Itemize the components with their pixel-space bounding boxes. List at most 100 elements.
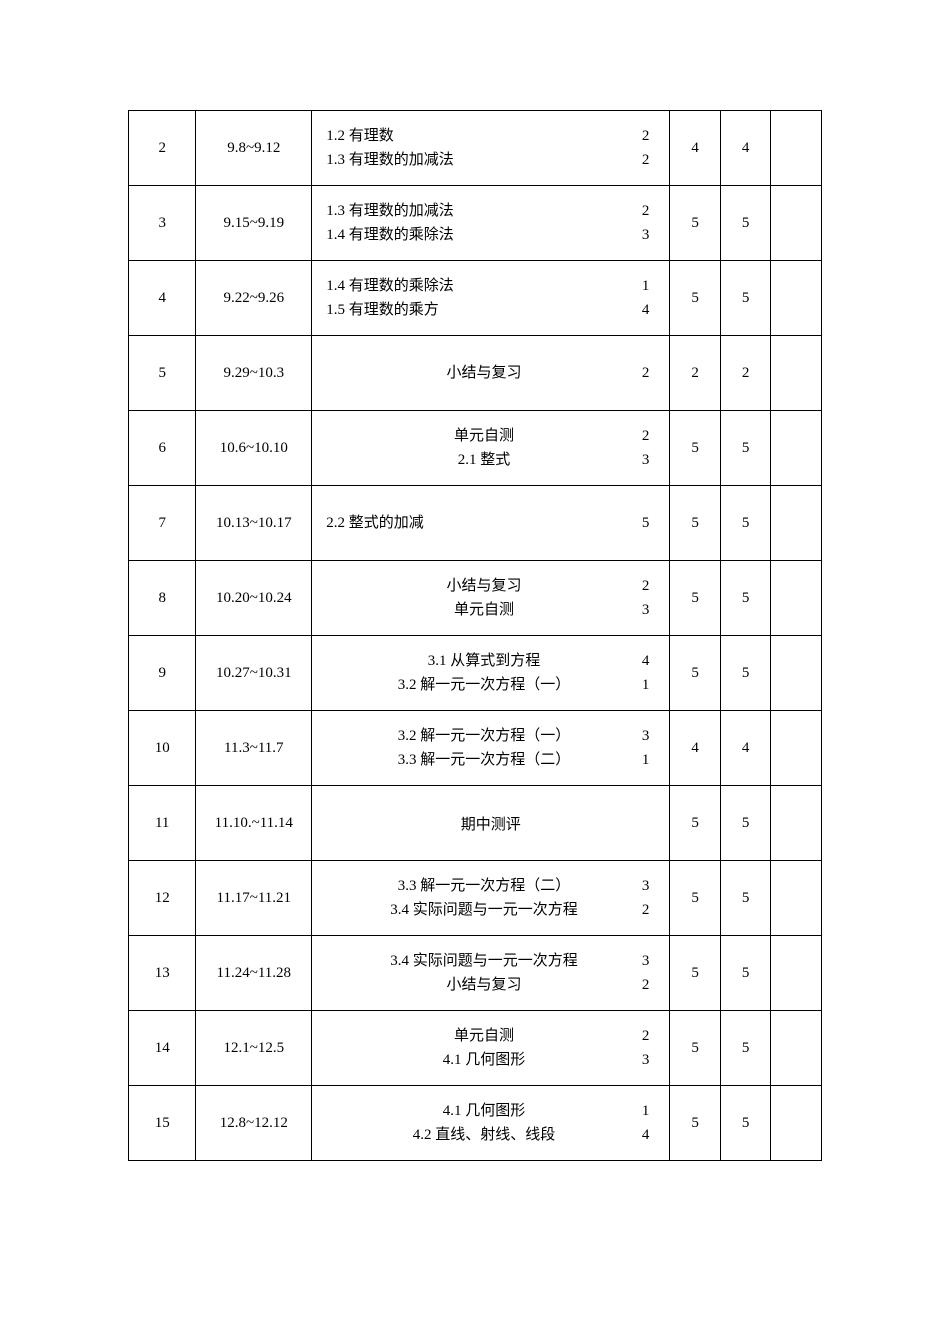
topics: 1.4 有理数的乘除法1.5 有理数的乘方 xyxy=(326,274,454,322)
hours: 23 xyxy=(642,1024,656,1072)
topic-text: 2.2 整式的加减 xyxy=(326,511,424,535)
schedule-table: 29.8~9.121.2 有理数1.3 有理数的加减法224439.15~9.1… xyxy=(128,110,822,1161)
dates-cell: 12.1~12.5 xyxy=(196,1011,312,1086)
col1-cell: 4 xyxy=(670,111,721,186)
col1-cell: 5 xyxy=(670,561,721,636)
col3-cell xyxy=(771,261,822,336)
week-cell: 3 xyxy=(129,186,196,261)
dates-cell: 9.8~9.12 xyxy=(196,111,312,186)
topics: 1.3 有理数的加减法1.4 有理数的乘除法 xyxy=(326,199,454,247)
hour-text: 3 xyxy=(642,598,650,622)
topic-text: 3.4 实际问题与一元一次方程 xyxy=(326,898,642,922)
topic-text: 小结与复习 xyxy=(326,361,642,385)
hour-text: 4 xyxy=(642,1123,650,1147)
hours: 2 xyxy=(642,361,656,385)
content-cell: 3.1 从算式到方程3.2 解一元一次方程（一）41 xyxy=(312,636,670,711)
topic-text: 期中测评 xyxy=(326,813,655,834)
dates-cell: 10.6~10.10 xyxy=(196,411,312,486)
table-row: 29.8~9.121.2 有理数1.3 有理数的加减法2244 xyxy=(129,111,822,186)
col3-cell xyxy=(771,711,822,786)
table-row: 1011.3~11.73.2 解一元一次方程（一）3.3 解一元一次方程（二）3… xyxy=(129,711,822,786)
col3-cell xyxy=(771,561,822,636)
content-cell: 1.2 有理数1.3 有理数的加减法22 xyxy=(312,111,670,186)
topics: 1.2 有理数1.3 有理数的加减法 xyxy=(326,124,454,172)
table-row: 1412.1~12.5单元自测4.1 几何图形2355 xyxy=(129,1011,822,1086)
col2-cell: 4 xyxy=(720,711,771,786)
table-row: 710.13~10.172.2 整式的加减555 xyxy=(129,486,822,561)
topic-text: 4.1 几何图形 xyxy=(326,1048,642,1072)
col3-cell xyxy=(771,336,822,411)
col1-cell: 4 xyxy=(670,711,721,786)
col2-cell: 5 xyxy=(720,486,771,561)
table-row: 910.27~10.313.1 从算式到方程3.2 解一元一次方程（一）4155 xyxy=(129,636,822,711)
week-cell: 15 xyxy=(129,1086,196,1161)
table-row: 610.6~10.10 单元自测2.1 整式23 55 xyxy=(129,411,822,486)
week-cell: 4 xyxy=(129,261,196,336)
week-cell: 11 xyxy=(129,786,196,861)
content-cell: 3.4 实际问题与一元一次方程小结与复习32 xyxy=(312,936,670,1011)
topics: 3.1 从算式到方程3.2 解一元一次方程（一） xyxy=(326,649,642,697)
topic-text: 2.1 整式 xyxy=(326,448,642,472)
content-cell: 1.3 有理数的加减法1.4 有理数的乘除法23 xyxy=(312,186,670,261)
col2-cell: 5 xyxy=(720,636,771,711)
week-cell: 6 xyxy=(129,411,196,486)
content-cell: 4.1 几何图形4.2 直线、射线、线段14 xyxy=(312,1086,670,1161)
topic-text: 3.2 解一元一次方程（一） xyxy=(326,673,642,697)
table-row: 39.15~9.191.3 有理数的加减法1.4 有理数的乘除法2355 xyxy=(129,186,822,261)
hour-text: 2 xyxy=(642,199,650,223)
hour-text: 2 xyxy=(642,148,650,172)
topic-text: 小结与复习 xyxy=(326,973,642,997)
hours: 5 xyxy=(642,511,656,535)
topic-text: 1.4 有理数的乘除法 xyxy=(326,223,454,247)
col2-cell: 5 xyxy=(720,1086,771,1161)
table-row: 1111.10.~11.14期中测评55 xyxy=(129,786,822,861)
hour-text: 3 xyxy=(642,949,650,973)
col1-cell: 5 xyxy=(670,411,721,486)
col1-cell: 5 xyxy=(670,1086,721,1161)
hours: 23 xyxy=(642,424,656,472)
topic-text: 1.4 有理数的乘除法 xyxy=(326,274,454,298)
hour-text: 3 xyxy=(642,724,650,748)
hour-text: 1 xyxy=(642,1099,650,1123)
topics: 4.1 几何图形4.2 直线、射线、线段 xyxy=(326,1099,642,1147)
col2-cell: 5 xyxy=(720,411,771,486)
col2-cell: 5 xyxy=(720,1011,771,1086)
col3-cell xyxy=(771,786,822,861)
week-cell: 9 xyxy=(129,636,196,711)
hours: 23 xyxy=(642,574,656,622)
hours: 41 xyxy=(642,649,656,697)
topic-text: 3.3 解一元一次方程（二） xyxy=(326,748,642,772)
table-row: 1512.8~12.124.1 几何图形4.2 直线、射线、线段1455 xyxy=(129,1086,822,1161)
dates-cell: 11.3~11.7 xyxy=(196,711,312,786)
table-row: 59.29~10.3小结与复习222 xyxy=(129,336,822,411)
hour-text: 1 xyxy=(642,673,650,697)
col2-cell: 5 xyxy=(720,936,771,1011)
hour-text: 2 xyxy=(642,424,650,448)
topics: 3.2 解一元一次方程（一）3.3 解一元一次方程（二） xyxy=(326,724,642,772)
content-cell: 单元自测4.1 几何图形23 xyxy=(312,1011,670,1086)
week-cell: 14 xyxy=(129,1011,196,1086)
col3-cell xyxy=(771,411,822,486)
dates-cell: 10.27~10.31 xyxy=(196,636,312,711)
col1-cell: 5 xyxy=(670,486,721,561)
hours: 31 xyxy=(642,724,656,772)
topic-text: 4.2 直线、射线、线段 xyxy=(326,1123,642,1147)
topics: 3.4 实际问题与一元一次方程小结与复习 xyxy=(326,949,642,997)
topic-text: 3.3 解一元一次方程（二） xyxy=(326,874,642,898)
col2-cell: 5 xyxy=(720,561,771,636)
hour-text: 1 xyxy=(642,748,650,772)
table-row: 1311.24~11.283.4 实际问题与一元一次方程小结与复习3255 xyxy=(129,936,822,1011)
hours: 14 xyxy=(642,1099,656,1147)
hour-text: 4 xyxy=(642,298,650,322)
week-cell: 5 xyxy=(129,336,196,411)
col2-cell: 5 xyxy=(720,186,771,261)
topics: 单元自测2.1 整式 xyxy=(326,424,642,472)
col2-cell: 5 xyxy=(720,861,771,936)
hour-text: 3 xyxy=(642,1048,650,1072)
col3-cell xyxy=(771,186,822,261)
col3-cell xyxy=(771,636,822,711)
week-cell: 12 xyxy=(129,861,196,936)
topic-text: 4.1 几何图形 xyxy=(326,1099,642,1123)
topics: 小结与复习单元自测 xyxy=(326,574,642,622)
col1-cell: 5 xyxy=(670,1011,721,1086)
